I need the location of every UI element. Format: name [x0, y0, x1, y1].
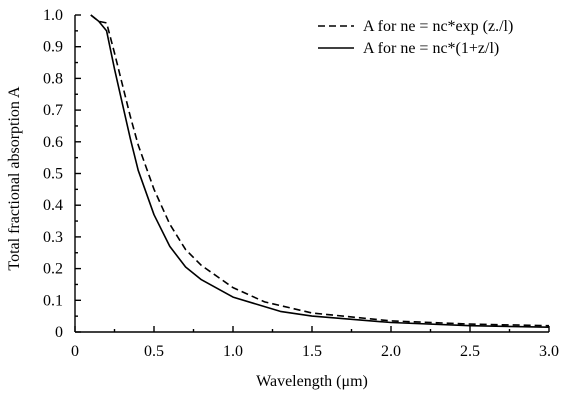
y-tick-label: 0.4 [43, 197, 63, 214]
x-tick-label: 1.0 [223, 343, 243, 360]
legend-label-2: A for ne = nc*(1+z/l) [363, 40, 499, 57]
y-tick-label: 0.3 [43, 229, 63, 246]
x-axis-title: Wavelength (μm) [256, 373, 368, 390]
y-tick-label: 0 [55, 324, 63, 341]
y-tick-label: 0.1 [43, 292, 63, 309]
y-tick-label: 0.6 [43, 134, 63, 151]
x-tick-label: 3.0 [539, 343, 559, 360]
series-layer [90, 14, 550, 328]
x-tick-label: 1.5 [302, 343, 322, 360]
y-axis-title: Total fractional absorption A [6, 86, 23, 271]
y-tick-label: 0.9 [43, 39, 63, 56]
series-line-1 [90, 14, 550, 327]
x-tick-label: 0 [71, 343, 79, 360]
y-tick-label: 0.2 [43, 261, 63, 278]
x-tick-label: 2.5 [460, 343, 480, 360]
legend: A for ne = nc*exp (z./l) A for ne = nc*(1… [318, 18, 513, 57]
y-tick-label: 1.0 [43, 7, 63, 24]
y-tick-label: 0.5 [43, 166, 63, 183]
y-tick-label: 0.7 [43, 102, 63, 119]
axes: 0 0.1 0.2 0.3 0.4 0.5 0.6 0.7 0.8 0.9 1.0 0 0.5 1.0 1.… [43, 7, 559, 360]
y-tick-label: 0.8 [43, 70, 63, 87]
legend-label-1: A for ne = nc*exp (z./l) [363, 18, 513, 35]
x-tick-label: 2.0 [381, 343, 401, 360]
x-tick-label: 0.5 [144, 343, 164, 360]
series-line-2 [90, 14, 550, 328]
